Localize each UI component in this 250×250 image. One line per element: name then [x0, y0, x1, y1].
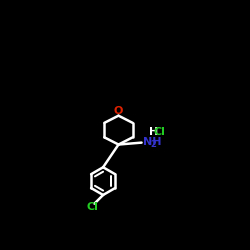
Text: NH: NH [142, 137, 161, 147]
Text: 2: 2 [150, 140, 156, 149]
Text: Cl: Cl [154, 127, 166, 137]
Text: O: O [114, 106, 123, 116]
Text: H: H [149, 127, 158, 137]
Text: Cl: Cl [86, 202, 98, 211]
